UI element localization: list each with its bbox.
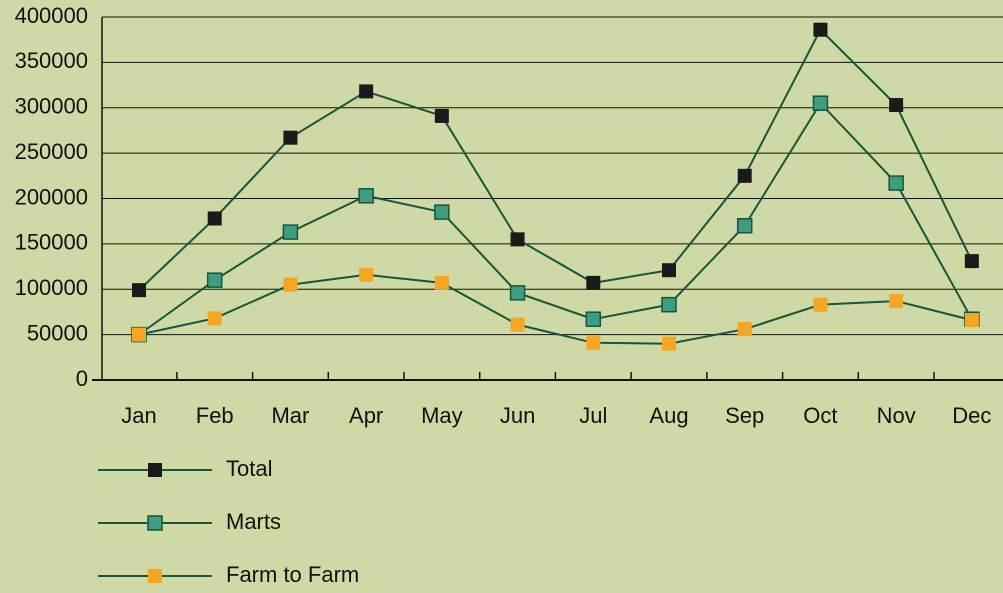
data-point <box>888 175 904 191</box>
data-point <box>585 311 602 327</box>
data-point <box>359 267 374 282</box>
series-line <box>138 28 973 291</box>
y-tick-label: 100000 <box>15 275 88 300</box>
legend-marker <box>148 569 162 583</box>
legend-label: Farm to Farm <box>226 562 359 587</box>
data-point <box>132 283 146 298</box>
x-tick-label: Jan <box>121 403 156 428</box>
data-point <box>434 108 449 123</box>
data-point <box>889 98 904 113</box>
data-point <box>434 275 449 290</box>
legend-label: Marts <box>226 509 281 534</box>
data-point <box>812 95 829 111</box>
data-point <box>434 204 450 220</box>
y-tick-label: 350000 <box>15 48 88 73</box>
data-point <box>510 317 525 332</box>
data-point <box>283 130 298 145</box>
legend-marker <box>147 515 163 531</box>
y-tick-label: 200000 <box>15 184 88 209</box>
x-tick-label: Apr <box>349 403 383 428</box>
data-point <box>737 168 752 183</box>
data-point <box>132 327 146 342</box>
y-tick-label: 250000 <box>15 139 88 164</box>
data-point <box>662 263 676 278</box>
data-point <box>661 296 677 313</box>
data-point <box>964 254 979 269</box>
data-point <box>964 313 979 328</box>
data-point <box>282 224 299 240</box>
legend-marker <box>148 463 162 477</box>
data-point <box>586 275 601 290</box>
data-point <box>283 277 298 292</box>
x-tick-label: Jun <box>500 403 535 428</box>
data-point <box>207 211 222 226</box>
data-point <box>737 322 752 337</box>
data-point <box>359 84 374 99</box>
x-tick-label: Aug <box>649 403 688 428</box>
y-tick-label: 150000 <box>15 230 88 255</box>
y-tick-label: 50000 <box>27 320 88 345</box>
data-point <box>509 285 526 301</box>
data-point <box>813 22 828 37</box>
x-tick-label: Mar <box>271 403 309 428</box>
series-line <box>138 101 973 336</box>
x-tick-label: Jul <box>579 403 607 428</box>
data-point <box>662 336 676 351</box>
data-point <box>207 311 222 326</box>
data-point <box>206 272 223 288</box>
data-point <box>736 217 753 234</box>
x-tick-label: Dec <box>952 403 991 428</box>
x-tick-label: Nov <box>877 403 916 428</box>
data-point <box>813 297 828 312</box>
x-tick-label: May <box>421 403 463 428</box>
x-tick-label: Oct <box>803 403 837 428</box>
y-tick-label: 400000 <box>15 3 88 28</box>
data-point <box>358 188 374 204</box>
y-tick-label: 0 <box>76 366 88 391</box>
legend-label: Total <box>226 456 272 481</box>
data-point <box>889 294 904 309</box>
data-point <box>586 335 601 350</box>
x-tick-label: Sep <box>725 403 764 428</box>
series-line <box>138 273 973 345</box>
x-tick-label: Feb <box>196 403 234 428</box>
y-tick-label: 300000 <box>15 94 88 119</box>
data-point <box>510 232 525 247</box>
